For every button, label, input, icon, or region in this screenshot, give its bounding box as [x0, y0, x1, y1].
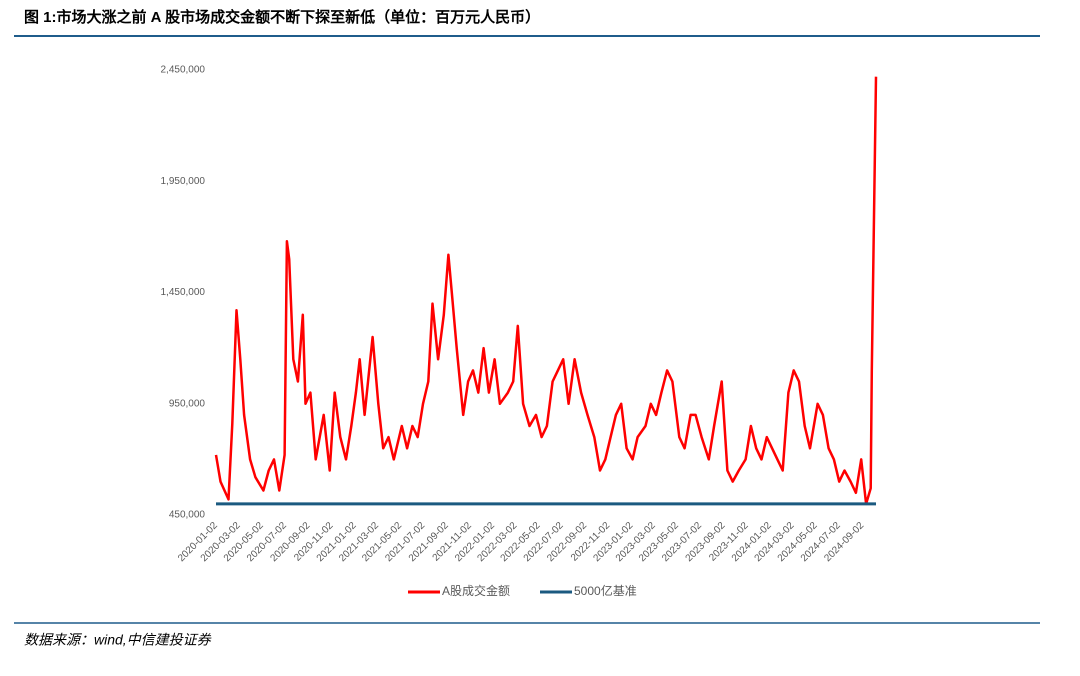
y-tick-label: 1,950,000 — [161, 176, 206, 187]
y-tick-label: 1,450,000 — [161, 287, 206, 298]
legend-label: 5000亿基准 — [574, 583, 637, 598]
series-line — [214, 76, 878, 506]
y-tick-label: 450,000 — [169, 510, 206, 521]
chart-title: 图 1:市场大涨之前 A 股市场成交金额不断下探至新低（单位：百万元人民币） — [24, 8, 540, 26]
y-tick-label: 950,000 — [169, 398, 206, 409]
legend-label: A股成交金额 — [442, 583, 510, 598]
source: 数据来源：wind,中信建投证券 — [24, 632, 212, 648]
y-tick-label: 2,450,000 — [161, 65, 206, 76]
